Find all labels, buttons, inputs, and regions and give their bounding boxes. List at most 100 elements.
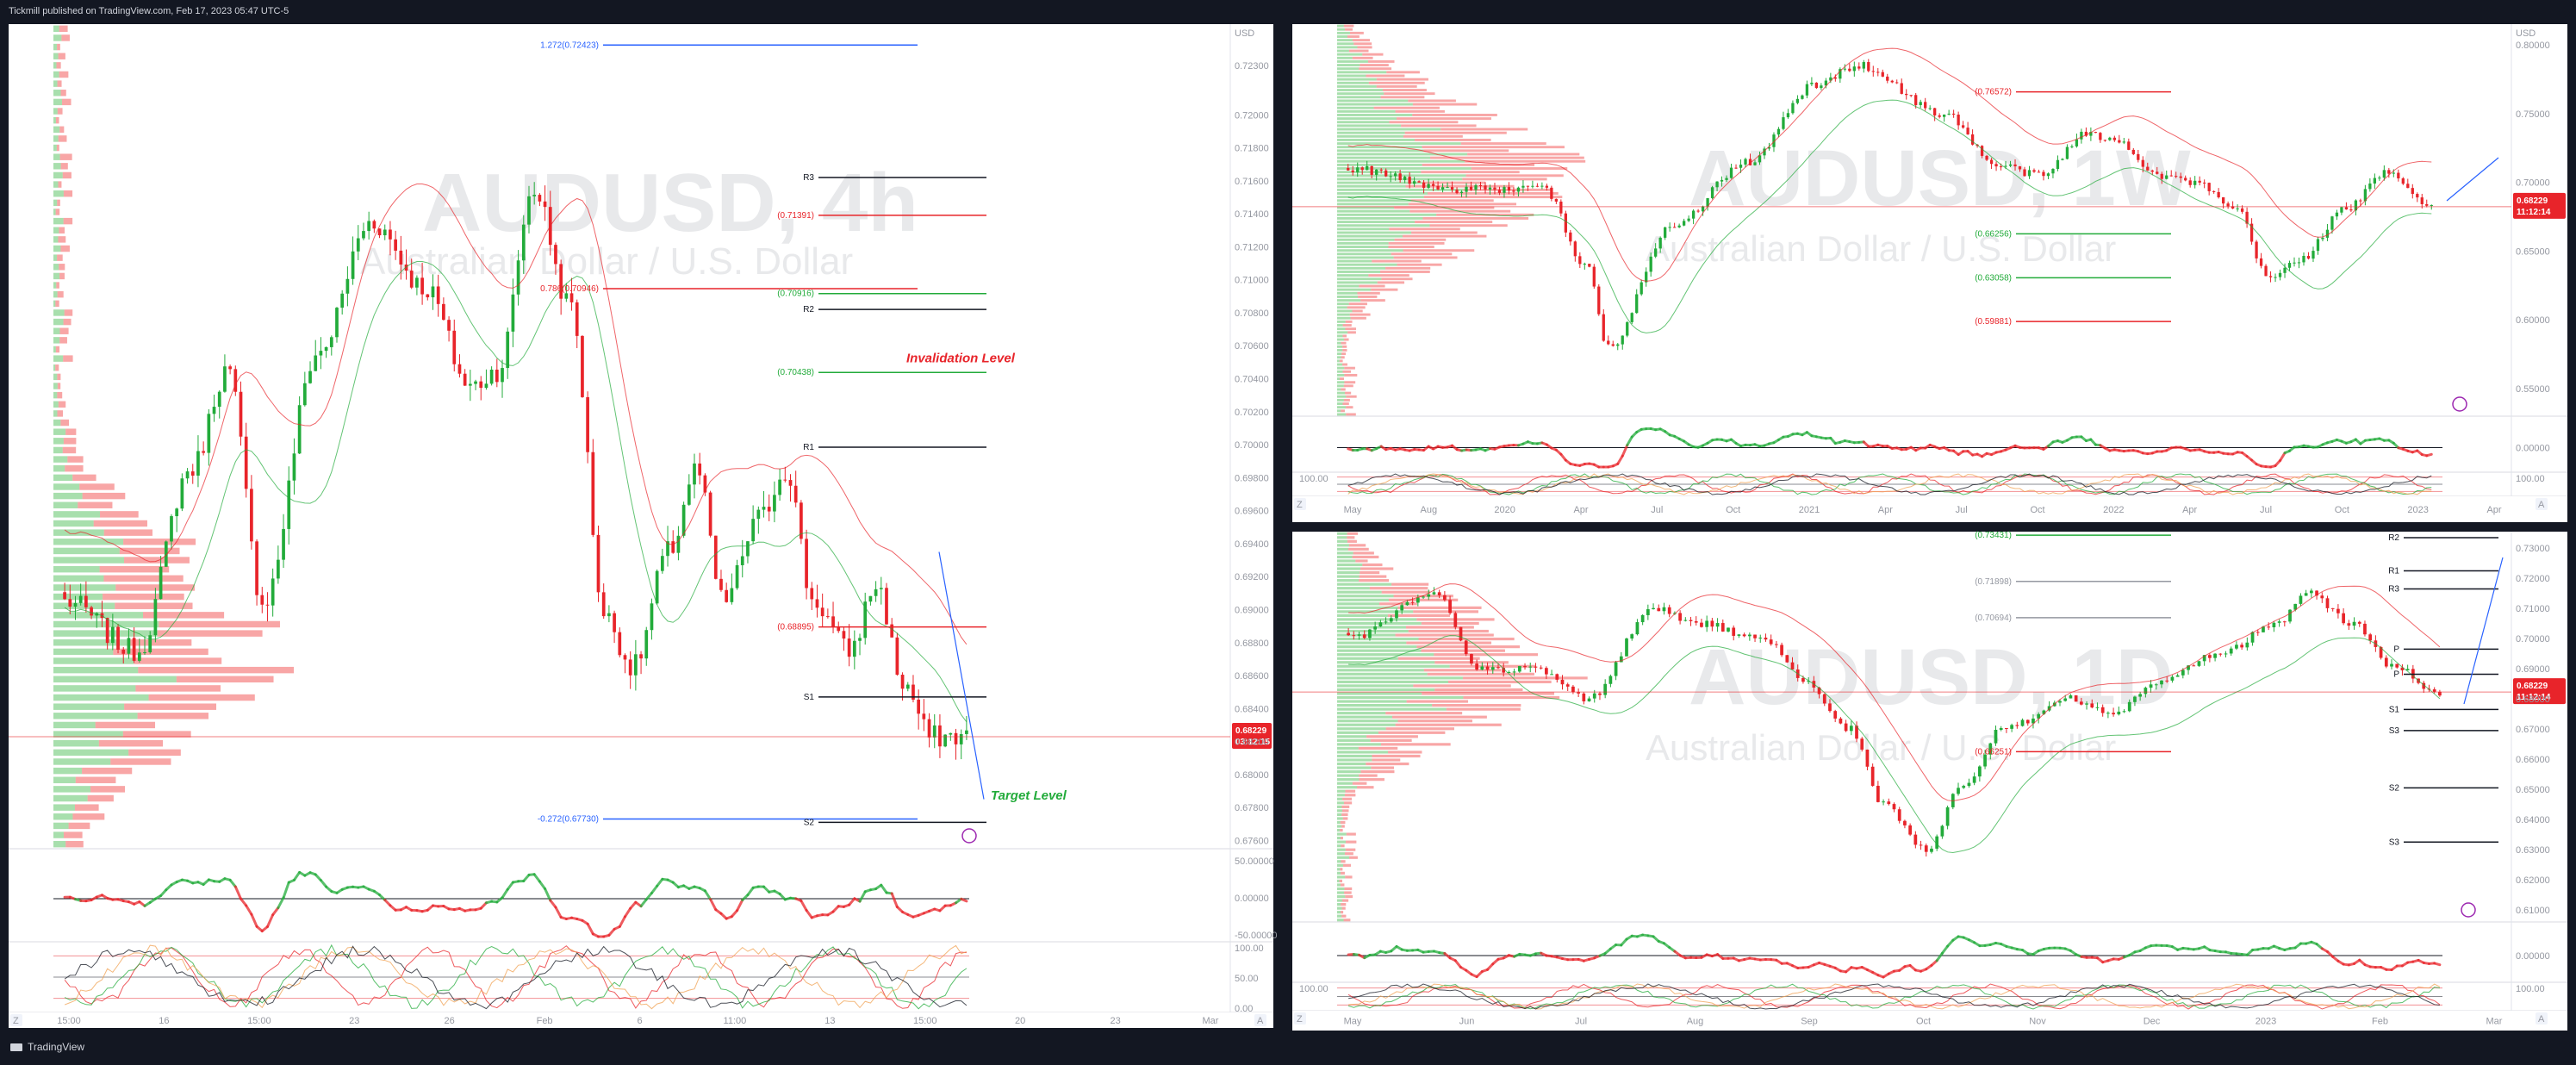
volume-profile-bar (53, 227, 59, 234)
volume-profile-bar (1337, 99, 1409, 103)
volume-profile-bar (1337, 259, 1372, 263)
candle-body (1507, 672, 1511, 674)
candle-body (2080, 131, 2083, 140)
candle-body (1988, 743, 1993, 755)
candle-body (1607, 340, 1610, 345)
events-icon (2461, 902, 2476, 918)
momentum-segment (736, 899, 744, 912)
volume-profile-bar (1337, 707, 1447, 711)
tradingview-logo-icon (10, 1043, 22, 1052)
momentum-segment (960, 897, 968, 903)
volume-profile-bar (1337, 746, 1359, 750)
candle-body (2165, 680, 2169, 682)
candle-body (1540, 185, 1544, 187)
time-axis-tick: 2021 (1799, 505, 1820, 515)
volume-profile-bar (159, 620, 280, 628)
candle-body (2229, 648, 2233, 654)
candle-body (1687, 218, 1690, 221)
volume-profile-bar (1337, 863, 1344, 867)
volume-profile-bar (1388, 750, 1422, 754)
price-axis-tick: 0.62000 (2516, 875, 2550, 886)
tradingview-logo[interactable]: TradingView (10, 1041, 84, 1053)
candle-body (2293, 262, 2296, 264)
volume-profile-bar (1421, 649, 1505, 652)
volume-profile-bar (1337, 782, 1353, 785)
volume-profile-bar (1392, 715, 1487, 719)
candle-body (2122, 711, 2126, 713)
volume-profile-bar (1337, 695, 1464, 700)
volume-profile-bar (1340, 871, 1345, 875)
candle-body (1801, 95, 1804, 99)
volume-profile-bar (1446, 707, 1521, 711)
candle-body (532, 195, 537, 196)
candle-body (1614, 662, 1618, 676)
candle-body (399, 250, 403, 265)
price-axis-tick: 0.72300 (1235, 61, 1269, 72)
volume-profile-bar (53, 758, 111, 765)
volume-profile-bar (1406, 641, 1492, 645)
candle-body (319, 351, 323, 356)
description-watermark: Australian Dollar / U.S. Dollar (360, 240, 853, 283)
candle-body (1887, 801, 1891, 805)
volume-profile-bar (1366, 74, 1405, 78)
volume-profile-bar (53, 153, 60, 160)
candle-body (292, 453, 296, 481)
osc2-left-label: 100.00 (1299, 984, 1328, 994)
volume-profile-bar (72, 813, 105, 820)
candle-body (1705, 620, 1709, 627)
candle-body (463, 373, 467, 386)
volume-profile-bar (1337, 409, 1341, 413)
volume-profile-bar (1463, 695, 1560, 700)
volume-profile-bar (1341, 911, 1344, 914)
candle-body (1848, 68, 1851, 72)
volume-profile-bar (1337, 402, 1343, 405)
volume-profile-bar (53, 547, 120, 555)
candle-body (207, 414, 211, 453)
volume-profile-bar (1357, 46, 1372, 49)
volume-profile-bar (59, 25, 68, 33)
volume-profile-bar (1337, 366, 1345, 370)
candle-body (932, 725, 936, 738)
volume-profile-bar (1337, 762, 1366, 766)
volume-profile-bar (1422, 146, 1565, 149)
candle-body (2240, 208, 2244, 212)
volume-profile-bar (1337, 49, 1349, 53)
candle-body (1828, 703, 1832, 712)
volume-profile-bar (59, 126, 65, 134)
time-axis-tick: Aug (1687, 1017, 1704, 1027)
volume-profile-bar (58, 53, 65, 59)
candle-body (2023, 169, 2026, 177)
candle-body (644, 630, 649, 659)
volume-profile-bar (1337, 559, 1356, 563)
volume-profile-bar (1337, 359, 1340, 363)
candle-body (2175, 176, 2178, 178)
candle-body (863, 601, 868, 638)
candle-body (2231, 206, 2235, 209)
volume-profile-bar (157, 630, 263, 637)
volume-profile-bar (1337, 341, 1341, 345)
candle-body (2037, 171, 2041, 173)
time-axis-tick: 15:00 (913, 1016, 937, 1026)
volume-profile-bar (53, 648, 114, 656)
candle-body (575, 302, 579, 336)
candle-body (2297, 262, 2301, 264)
volume-profile-bar (1349, 856, 1358, 859)
price-axis-tick: 0.70400 (1235, 375, 1269, 385)
candle-body (110, 626, 115, 644)
candle-body (1694, 620, 1698, 623)
candle-body (639, 654, 643, 659)
volume-profile-bar (63, 318, 72, 326)
level-label: (0.71898) (1975, 577, 2012, 587)
price-axis-tick: 0.68000 (1235, 770, 1269, 781)
candle-body (1535, 185, 1540, 187)
momentum-segment (656, 877, 664, 888)
candle-body (1919, 844, 1923, 846)
volume-profile-bar (55, 346, 60, 353)
candle-body (2042, 710, 2046, 714)
momentum-segment (618, 915, 626, 928)
candle-body (1630, 313, 1633, 322)
candle-body (1384, 170, 1388, 177)
candle-body (1710, 187, 1714, 198)
